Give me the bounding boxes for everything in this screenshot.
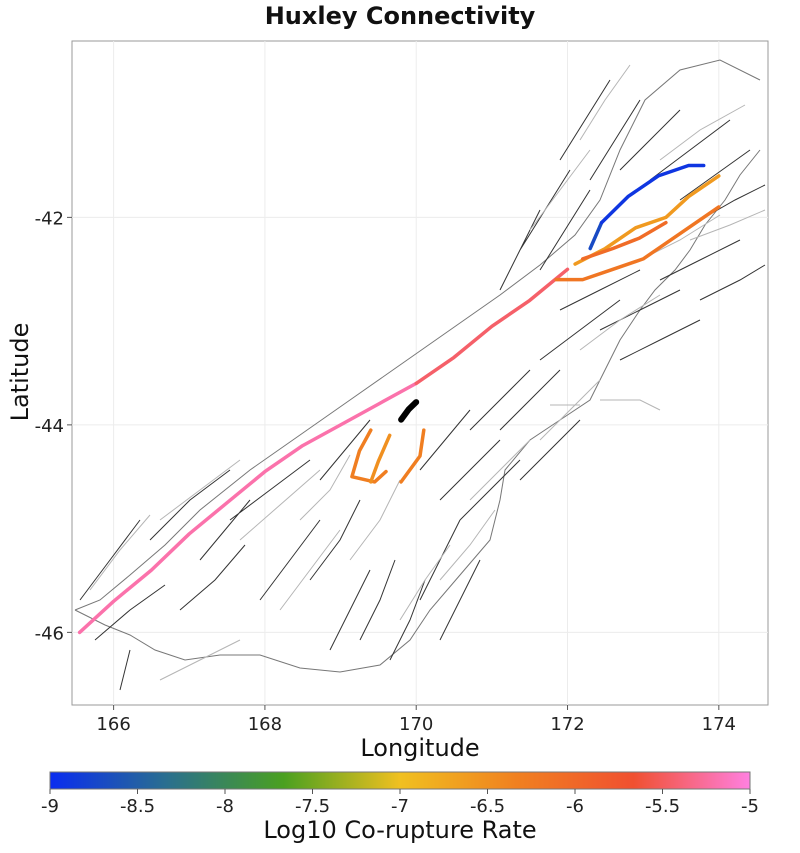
- fault-trace-local-fault-b: [369, 433, 392, 484]
- fault-trace-awatere-fault: [580, 220, 668, 261]
- colorbar: [49, 771, 751, 790]
- colorbar-tick-label: -5.5: [645, 796, 680, 817]
- x-axis-label: Longitude: [360, 734, 480, 762]
- fault-trace-wairau-fault: [599, 163, 706, 225]
- fault-trace-local-fault-c: [399, 428, 426, 484]
- colorbar-tick-label: -6.5: [470, 796, 505, 817]
- colorbar-tick-label: -9: [41, 796, 59, 817]
- colorbar-ticks: -9 -8.5 -8 -7.5 -7 -6.5 -6 -5.5 -5: [41, 789, 759, 817]
- fault-trace-wairau-fault-west-: [588, 220, 604, 251]
- colorbar-tick-label: -8: [216, 796, 234, 817]
- colorbar-label: Log10 Co-rupture Rate: [263, 816, 537, 844]
- background-fault-traces: [79, 79, 766, 691]
- grid-lines: [72, 41, 768, 705]
- fault-trace-local-fault-a: [350, 428, 388, 484]
- colorbar-tick-label: -6: [566, 796, 584, 817]
- y-tick-label: -42: [35, 208, 64, 229]
- chart-title: Huxley Connectivity: [264, 2, 536, 30]
- x-tick-label: 168: [248, 714, 282, 735]
- fault-trace-alpine-fault-central-: [414, 267, 570, 386]
- coastline: [74, 59, 761, 673]
- fault-trace-hope-fault: [554, 205, 721, 282]
- fault-trace-alpine-fault-south-: [77, 381, 418, 635]
- x-tick-label: 172: [550, 714, 584, 735]
- colorbar-tick-label: -8.5: [120, 796, 155, 817]
- plot-area: [71, 40, 769, 706]
- highlighted-ruptures: [77, 163, 721, 635]
- x-tick-label: 166: [96, 714, 130, 735]
- background-fault-boxes: [89, 64, 766, 681]
- x-axis-ticks: 166 168 170 172 174: [96, 705, 736, 735]
- colorbar-tick-label: -5: [741, 796, 759, 817]
- y-tick-label: -44: [35, 416, 64, 437]
- colorbar-tick-label: -7.5: [295, 796, 330, 817]
- fault-trace-huxley: [398, 399, 420, 423]
- background-faults: [74, 59, 766, 691]
- colorbar-tick-label: -7: [391, 796, 409, 817]
- y-axis-ticks: -42 -44 -46: [35, 208, 72, 644]
- x-tick-label: 170: [399, 714, 433, 735]
- x-tick-label: 174: [702, 714, 736, 735]
- y-tick-label: -46: [35, 623, 64, 644]
